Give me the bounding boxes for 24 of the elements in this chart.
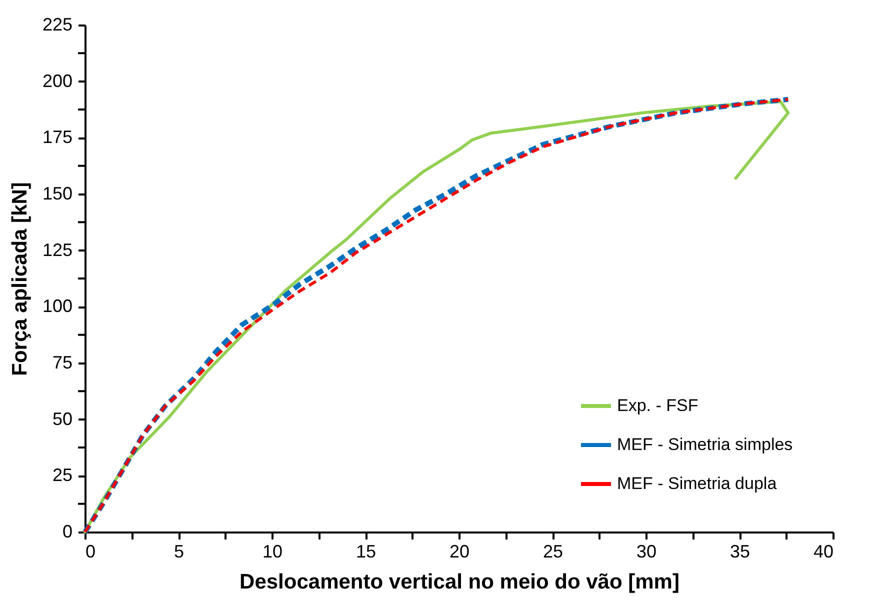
x-tick-label: 20 bbox=[449, 542, 470, 562]
y-tick-label: 0 bbox=[62, 522, 72, 542]
y-tick-label: 75 bbox=[52, 352, 72, 372]
x-tick-label: 25 bbox=[542, 542, 564, 562]
x-tick-label: 0 bbox=[86, 542, 96, 562]
legend-label: MEF - Simetria dupla bbox=[617, 474, 778, 493]
legend-label: MEF - Simetria simples bbox=[617, 435, 793, 454]
y-tick-label: 50 bbox=[52, 408, 72, 429]
y-axis-title: Força aplicada [kN] bbox=[8, 182, 32, 376]
x-axis-title: Deslocamento vertical no meio do vão [mm] bbox=[240, 570, 680, 594]
x-tick-label: 30 bbox=[636, 542, 657, 562]
x-tick-label: 15 bbox=[356, 542, 376, 562]
x-tick-label: 40 bbox=[813, 542, 834, 562]
legend-label: Exp. - FSF bbox=[617, 396, 698, 415]
y-tick-label: 225 bbox=[42, 14, 72, 34]
y-tick-label: 175 bbox=[42, 127, 72, 148]
x-tick-label: 5 bbox=[174, 542, 184, 562]
y-tick-label: 25 bbox=[52, 465, 72, 486]
y-tick-label: 100 bbox=[42, 296, 72, 316]
y-tick-label: 125 bbox=[42, 240, 72, 260]
y-tick-label: 200 bbox=[42, 70, 72, 91]
x-tick-label: 10 bbox=[262, 542, 283, 562]
x-tick-label: 35 bbox=[730, 542, 750, 562]
y-tick-label: 150 bbox=[42, 184, 72, 204]
